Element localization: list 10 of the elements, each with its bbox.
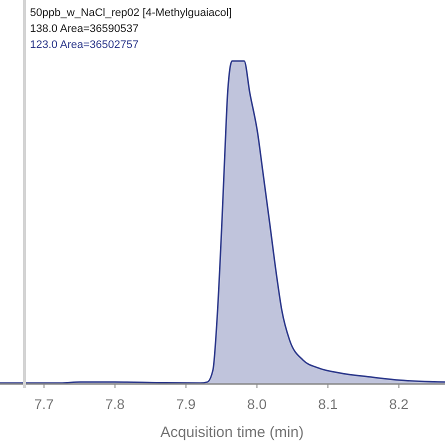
text: 138.0 Area=36590537 xyxy=(30,23,139,35)
x-tick-label: 7.8 xyxy=(105,396,125,412)
x-tick-label: 8.2 xyxy=(389,396,409,412)
text: 123.0 Area=36502757 xyxy=(30,39,139,51)
x-axis-title: Acquisition time (min) xyxy=(160,424,304,441)
x-tick-label: 7.7 xyxy=(34,396,54,412)
x-tick-label: 8.0 xyxy=(247,396,267,412)
x-tick-label: 7.9 xyxy=(176,396,196,412)
chart-title: 50ppb_w_NaCl_rep02 [4-Methylguaiacol] xyxy=(30,7,232,19)
x-tick-label: 8.1 xyxy=(318,396,338,412)
